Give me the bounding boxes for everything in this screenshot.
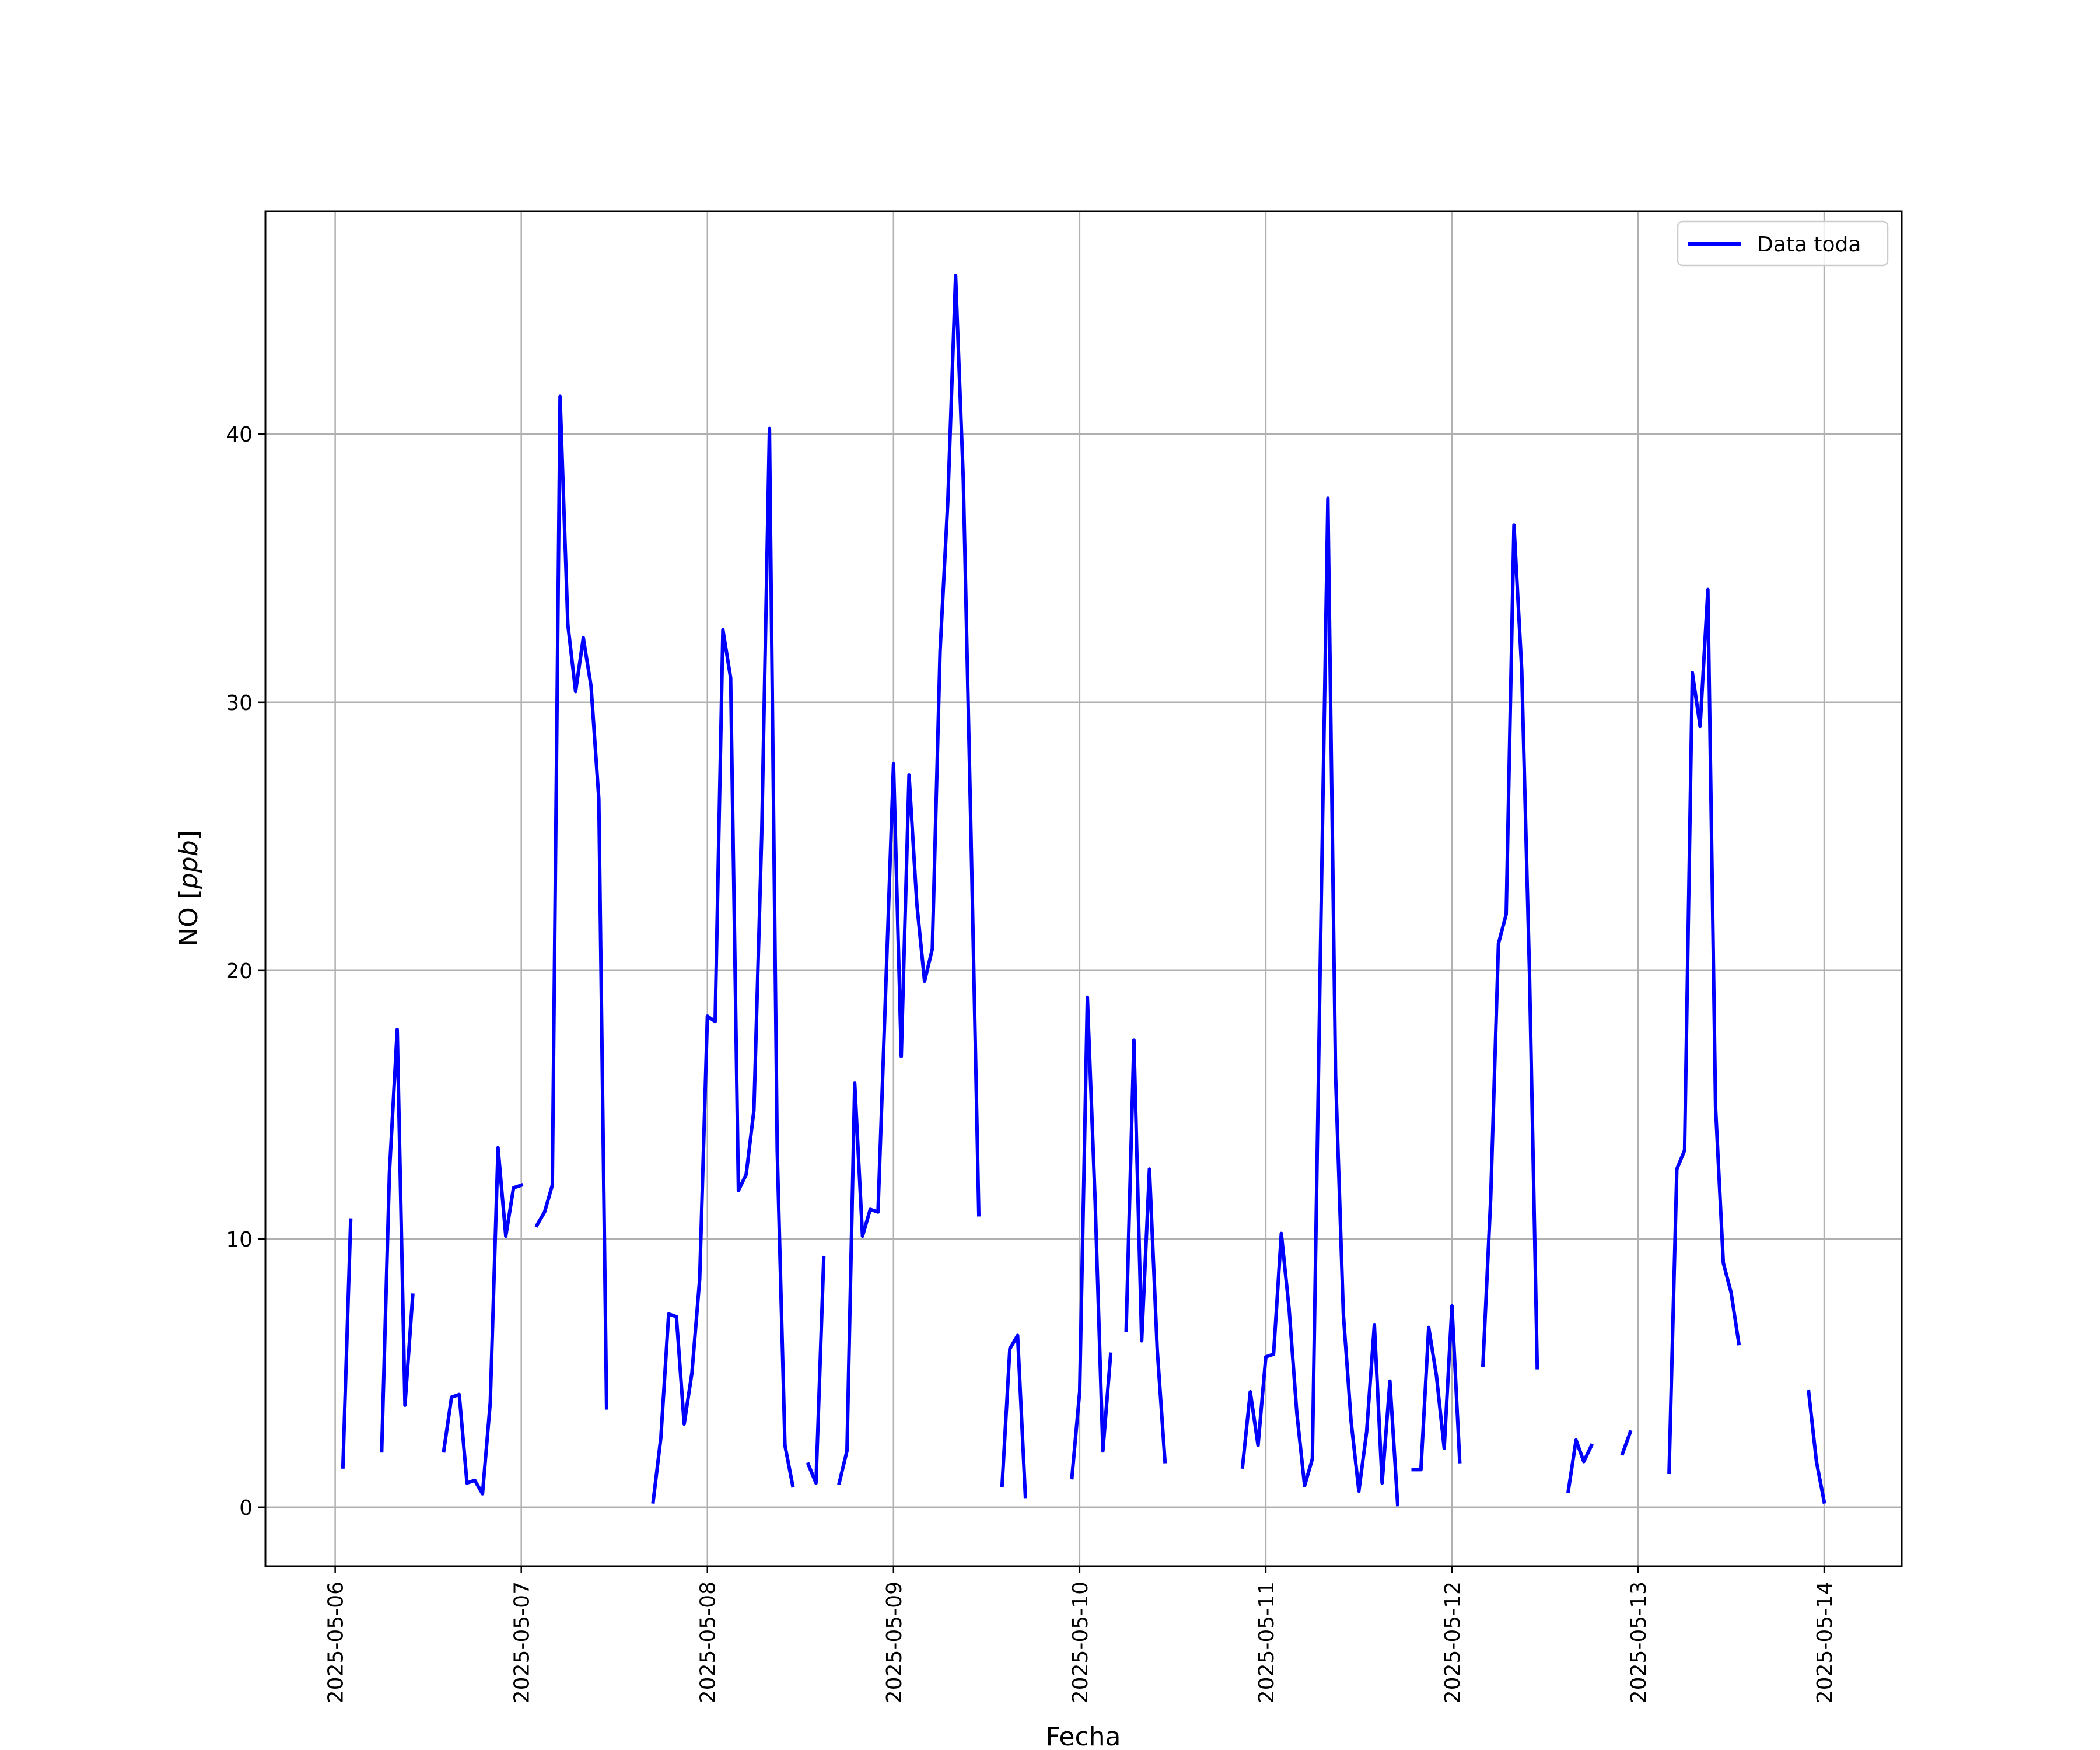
- series-line-segment: [1124, 1038, 1167, 1464]
- legend: Data toda: [1676, 220, 1889, 267]
- series-line-segment: [1620, 1430, 1633, 1456]
- y-axis-label-unit: ppb: [174, 840, 204, 890]
- y-axis-label-suffix: ]: [174, 830, 204, 840]
- x-tick-label: 2025-05-10: [1069, 1581, 1093, 1703]
- series-line-segment: [1480, 523, 1539, 1370]
- x-tick-label: 2025-05-09: [883, 1581, 907, 1703]
- x-tick-label: 2025-05-14: [1813, 1581, 1837, 1703]
- series-layer: [341, 274, 1826, 1507]
- x-tick-label: 2025-05-13: [1627, 1581, 1651, 1703]
- x-axis-label: Fecha: [1045, 1722, 1121, 1750]
- series-line-segment: [341, 1218, 353, 1469]
- x-tick-label: 2025-05-06: [324, 1581, 348, 1703]
- series-line-segment: [651, 426, 795, 1504]
- x-tick-label: 2025-05-11: [1255, 1581, 1279, 1703]
- plot-frame: [264, 210, 1903, 1567]
- series-line-segment: [380, 1028, 415, 1453]
- series-line-segment: [837, 274, 981, 1486]
- y-axis-label: NO [ppb]: [174, 830, 204, 947]
- legend-box: [1676, 220, 1889, 267]
- y-tick-label: 40: [226, 423, 253, 447]
- series-line-segment: [1240, 496, 1400, 1507]
- y-axis-label-prefix: NO [: [174, 889, 204, 947]
- series-line-segment: [806, 1255, 826, 1485]
- series-line-segment: [442, 1146, 524, 1496]
- series-line-segment: [1807, 1390, 1826, 1504]
- series-line-segment: [1667, 587, 1741, 1475]
- legend-label: Data toda: [1757, 233, 1861, 257]
- grid-layer: [265, 211, 1902, 1566]
- y-tick-label: 10: [226, 1228, 253, 1252]
- x-tick-label: 2025-05-12: [1441, 1581, 1465, 1703]
- y-tick-label: 30: [226, 691, 253, 715]
- x-tick-label: 2025-05-08: [696, 1581, 720, 1703]
- y-tick-label: 20: [226, 960, 253, 984]
- series-line-segment: [534, 394, 608, 1410]
- x-tick-label: 2025-05-07: [510, 1581, 534, 1703]
- series-line-segment: [1070, 995, 1113, 1480]
- series-line-segment: [1411, 1304, 1462, 1472]
- series-line-segment: [1000, 1334, 1027, 1499]
- series-line-segment: [1566, 1438, 1594, 1493]
- y-tick-label: 0: [239, 1496, 253, 1520]
- tick-layer: 0 10 20 30 40 2025-05-06 2025-05-07 2025-05-08 2…: [226, 423, 1837, 1703]
